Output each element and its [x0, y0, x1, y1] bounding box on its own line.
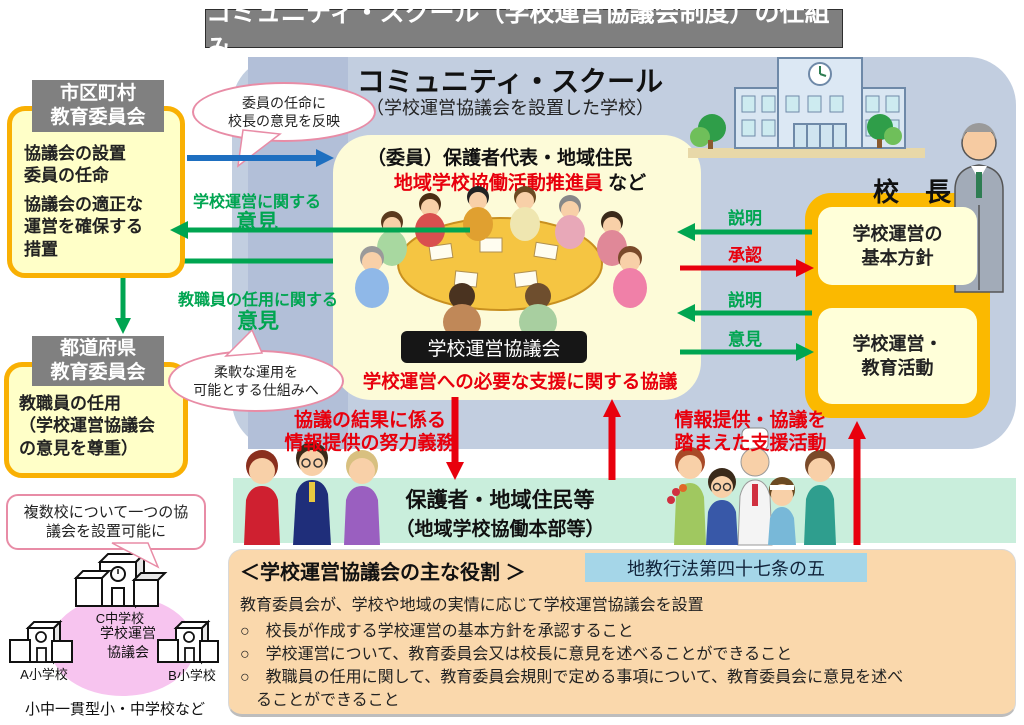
multi-school-line1: 複数校について一つの協 — [23, 503, 189, 521]
support-label-2: 踏まえた支援活動 — [674, 433, 827, 454]
staff-opinion-label-2: 意見 — [237, 310, 279, 333]
roles-bullet-2: ○ 学校運営について、教育委員会又は校長に意見を述べることができること — [240, 646, 793, 663]
community-band-text: 保護者・地域住民等 （地域学校協働本部等） — [300, 484, 700, 541]
prefectural-duty-2: （学校運営協議会 — [19, 416, 155, 436]
promoter-text: 地域学校協働活動推進員 — [393, 173, 603, 194]
band-line1: 保護者・地域住民等 — [405, 489, 595, 512]
policy-line2: 基本方針 — [861, 248, 934, 268]
prefectural-title-2: 教育委員会 — [50, 362, 146, 383]
activity-line2: 教育活動 — [861, 358, 934, 378]
prefectural-board-header: 都道府県 教育委員会 — [32, 336, 164, 386]
roles-bullet-1: ○ 校長が作成する学校運営の基本方針を承認すること — [240, 623, 634, 640]
school-opinion-label-1: 学校運営に関する — [192, 194, 321, 211]
appointment-bubble: 委員の任命に 校長の意見を反映 — [192, 82, 376, 142]
explain-label-2: 説明 — [728, 291, 762, 310]
support-label-1: 情報提供・協議を — [674, 410, 827, 431]
opinion-label: 意見 — [728, 330, 762, 349]
prefectural-duty-1: 教職員の任用 — [19, 394, 121, 413]
council-label-box: 学校運営協議会 — [401, 331, 587, 363]
basic-policy-box: 学校運営の 基本方針 — [818, 207, 977, 285]
school-c-label: C中学校 — [95, 611, 145, 626]
principal-heading: 校 長 — [872, 177, 951, 207]
promoter-suffix: など — [608, 173, 647, 194]
schools-caption: 小中一貫型小・中学校など — [24, 701, 205, 718]
mini-council-label: 学校運営 協議会 — [88, 624, 168, 662]
roles-intro: 教育委員会が、学校や地域の実情に応じて学校運営協議会を設置 — [240, 597, 704, 614]
multi-school-bubble: 複数校について一つの協 議会を設置可能に — [6, 494, 206, 550]
explain-label-1: 説明 — [728, 209, 762, 228]
approve-label: 承認 — [728, 246, 762, 265]
municipal-title-1: 市区町村 — [59, 83, 136, 105]
municipal-duty-1: 協議会の設置 — [24, 144, 126, 163]
municipal-duty-5: 措置 — [24, 239, 58, 259]
school-activity-box: 学校運営・ 教育活動 — [818, 308, 977, 404]
page-title: コミュニティ・スクール（学校運営協議会制度）の仕組み — [205, 0, 843, 63]
members-line: （委員）保護者代表・地域住民 — [366, 148, 633, 169]
municipal-duty-3: 協議会の適正な — [24, 194, 143, 214]
flexible-bubble-line1: 柔軟な運用を — [214, 363, 298, 380]
municipal-duty-4: 運営を確保する — [24, 217, 143, 237]
mini-council-line1: 学校運営 — [100, 625, 156, 641]
school-opinion-label-2: 意見 — [236, 211, 278, 234]
school-a-label: A小学校 — [20, 667, 68, 682]
council-note: 学校運営への必要な支援に関する協議 — [362, 371, 678, 392]
roles-bullet-3: ○ 教職員の任用に関して、教育委員会規則で定める事項について、教育委員会に意見を… — [240, 669, 904, 710]
policy-line1: 学校運営の — [852, 223, 943, 244]
appointment-bubble-line1: 委員の任命に — [242, 94, 326, 111]
prefectural-duty-3: の意見を尊重） — [19, 438, 138, 458]
roles-heading: ＜学校運営協議会の主な役割 ＞ — [240, 562, 526, 584]
flexible-operation-bubble: 柔軟な運用を 可能とする仕組みへ — [168, 350, 344, 412]
community-school-heading: コミュニティ・スクール — [356, 66, 664, 97]
info-duty-label-1: 協議の結果に係る — [293, 410, 446, 431]
law-reference-box: 地教行法第四十七条の五 — [585, 553, 867, 582]
mini-council-line2: 協議会 — [107, 643, 149, 660]
flexible-bubble-line2: 可能とする仕組みへ — [193, 382, 319, 398]
municipal-duty-2: 委員の任命 — [24, 166, 109, 186]
promoter-line: 地域学校協働活動推進員 など — [350, 168, 690, 195]
municipal-board-header: 市区町村 教育委員会 — [32, 80, 164, 132]
school-b-label: B小学校 — [168, 668, 216, 683]
appointment-bubble-line2: 校長の意見を反映 — [228, 113, 340, 129]
municipal-title-2: 教育委員会 — [50, 107, 146, 128]
community-school-subheading: （学校運営協議会を設置した学校） — [366, 98, 654, 118]
multi-school-line2: 議会を設置可能に — [45, 523, 166, 540]
info-duty-label-2: 情報提供の努力義務 — [284, 433, 456, 454]
activity-line1: 学校運営・ — [852, 333, 943, 354]
band-line2: （地域学校協働本部等） — [395, 519, 605, 540]
prefectural-title-1: 都道府県 — [59, 338, 136, 360]
